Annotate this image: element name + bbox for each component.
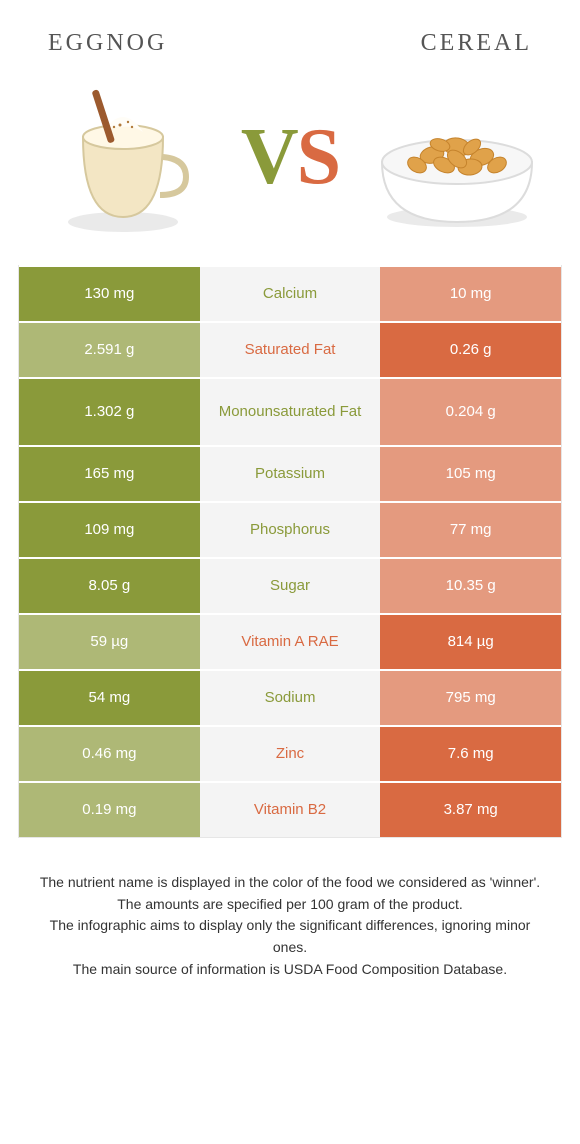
vs-v: V bbox=[241, 113, 297, 201]
value-right: 105 mg bbox=[380, 447, 561, 501]
table-row: 8.05 gSugar10.35 g bbox=[19, 557, 561, 613]
value-right: 3.87 mg bbox=[380, 783, 561, 837]
nutrient-label: Calcium bbox=[200, 267, 381, 321]
table-row: 2.591 gSaturated Fat0.26 g bbox=[19, 321, 561, 377]
value-left: 165 mg bbox=[19, 447, 200, 501]
nutrient-label: Monounsaturated Fat bbox=[200, 379, 381, 445]
vs-s: S bbox=[297, 113, 340, 201]
hero-row: VS bbox=[18, 77, 562, 265]
value-left: 8.05 g bbox=[19, 559, 200, 613]
footnote-4: The main source of information is USDA F… bbox=[32, 959, 548, 981]
value-left: 109 mg bbox=[19, 503, 200, 557]
footnote-2: The amounts are specified per 100 gram o… bbox=[32, 894, 548, 916]
nutrient-table: 130 mgCalcium10 mg2.591 gSaturated Fat0.… bbox=[18, 265, 562, 838]
value-right: 795 mg bbox=[380, 671, 561, 725]
value-left: 0.46 mg bbox=[19, 727, 200, 781]
table-row: 109 mgPhosphorus77 mg bbox=[19, 501, 561, 557]
value-right: 0.26 g bbox=[380, 323, 561, 377]
value-left: 54 mg bbox=[19, 671, 200, 725]
title-left: EGGNOG bbox=[48, 30, 167, 57]
header: EGGNOG CEREAL bbox=[18, 20, 562, 77]
value-left: 0.19 mg bbox=[19, 783, 200, 837]
nutrient-label: Sodium bbox=[200, 671, 381, 725]
nutrient-label: Potassium bbox=[200, 447, 381, 501]
table-row: 0.46 mgZinc7.6 mg bbox=[19, 725, 561, 781]
value-right: 814 µg bbox=[380, 615, 561, 669]
table-row: 1.302 gMonounsaturated Fat0.204 g bbox=[19, 377, 561, 445]
table-row: 59 µgVitamin A RAE814 µg bbox=[19, 613, 561, 669]
value-right: 10.35 g bbox=[380, 559, 561, 613]
nutrient-label: Phosphorus bbox=[200, 503, 381, 557]
value-right: 0.204 g bbox=[380, 379, 561, 445]
value-right: 7.6 mg bbox=[380, 727, 561, 781]
footnote-3: The infographic aims to display only the… bbox=[32, 915, 548, 958]
footer-notes: The nutrient name is displayed in the co… bbox=[18, 838, 562, 980]
value-right: 77 mg bbox=[380, 503, 561, 557]
nutrient-label: Saturated Fat bbox=[200, 323, 381, 377]
nutrient-label: Zinc bbox=[200, 727, 381, 781]
table-row: 130 mgCalcium10 mg bbox=[19, 265, 561, 321]
nutrient-label: Vitamin A RAE bbox=[200, 615, 381, 669]
table-row: 0.19 mgVitamin B23.87 mg bbox=[19, 781, 561, 837]
footnote-1: The nutrient name is displayed in the co… bbox=[32, 872, 548, 894]
value-left: 2.591 g bbox=[19, 323, 200, 377]
table-row: 54 mgSodium795 mg bbox=[19, 669, 561, 725]
value-right: 10 mg bbox=[380, 267, 561, 321]
value-left: 1.302 g bbox=[19, 379, 200, 445]
value-left: 59 µg bbox=[19, 615, 200, 669]
cereal-image bbox=[362, 77, 552, 237]
nutrient-label: Vitamin B2 bbox=[200, 783, 381, 837]
value-left: 130 mg bbox=[19, 267, 200, 321]
table-row: 165 mgPotassium105 mg bbox=[19, 445, 561, 501]
vs-label: VS bbox=[241, 112, 339, 203]
nutrient-label: Sugar bbox=[200, 559, 381, 613]
eggnog-image bbox=[28, 77, 218, 237]
title-right: CEREAL bbox=[421, 30, 532, 57]
